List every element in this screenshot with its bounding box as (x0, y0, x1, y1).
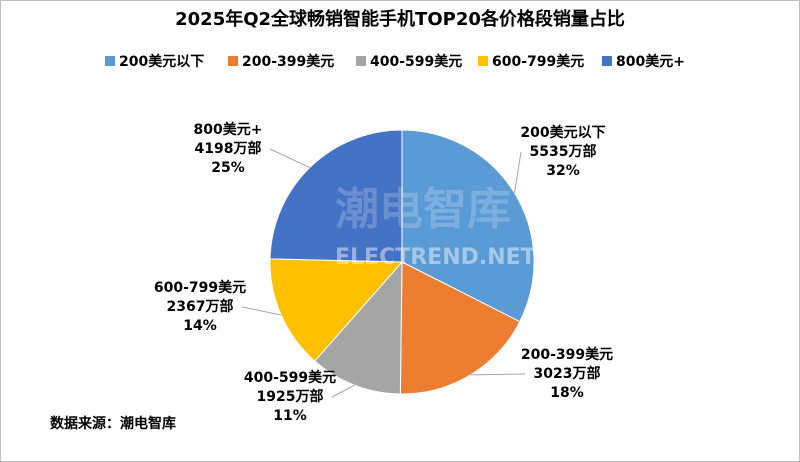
data-label-percent: 14% (183, 318, 217, 334)
legend-swatch (602, 56, 612, 66)
pie-slice (269, 129, 403, 263)
data-label-percent: 11% (273, 408, 307, 424)
pie-slice (401, 129, 535, 323)
data-label-percent: 18% (550, 385, 584, 401)
legend-swatch (356, 56, 366, 66)
data-label-name: 400-599美元 (244, 369, 336, 386)
watermark-sub: ELECTREND.NET (335, 245, 536, 270)
data-label-name: 600-799美元 (154, 279, 246, 296)
legend-label: 200-399美元 (242, 53, 334, 70)
leader-line (269, 148, 310, 169)
data-label-value: 1925万部 (257, 388, 324, 405)
data-label-value: 4198万部 (195, 140, 262, 157)
legend-label: 400-599美元 (370, 53, 462, 70)
data-label-name: 200美元以下 (520, 124, 605, 141)
legend-swatch (105, 56, 115, 66)
data-label-percent: 25% (211, 160, 245, 176)
watermark: 潮电智库 (335, 184, 511, 235)
leader-line (513, 151, 522, 193)
data-label-name: 800美元+ (194, 121, 263, 138)
data-label-percent: 32% (546, 163, 580, 179)
chart-title: 2025年Q2全球畅销智能手机TOP20各价格段销量占比 (175, 8, 625, 30)
legend-label: 800美元+ (616, 53, 685, 70)
legend-swatch (228, 56, 238, 66)
legend-swatch (478, 56, 488, 66)
source: 数据来源：潮电智库 (50, 415, 176, 432)
legend-label: 200美元以下 (119, 53, 204, 70)
pie-slice (399, 261, 521, 395)
data-label-value: 3023万部 (534, 365, 601, 382)
pie-slice (269, 258, 404, 362)
data-label-name: 200-399美元 (521, 346, 613, 363)
leader-line (241, 306, 282, 316)
leader-line (331, 384, 355, 398)
legend-label: 600-799美元 (492, 53, 584, 70)
data-label-value: 2367万部 (167, 298, 234, 315)
leader-line (470, 373, 526, 376)
data-label-value: 5535万部 (530, 143, 597, 160)
